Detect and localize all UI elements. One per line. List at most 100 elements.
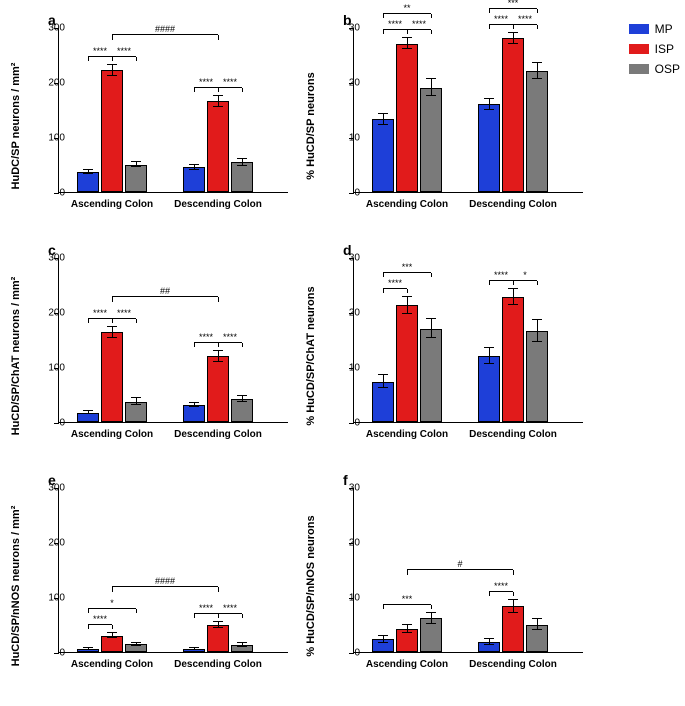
legend-item: ISP [629, 42, 680, 56]
x-group-label: Ascending Colon [71, 429, 153, 440]
y-axis-label: HuCD/SP/nNOS neurons / mm² [10, 574, 22, 586]
y-tick-label: 300 [48, 253, 65, 264]
significance-marker: #### [155, 24, 175, 34]
panel-f: f% HuCD/SP/nNOS neuronsAscending ColonDe… [305, 470, 595, 690]
y-tick-label: 20 [349, 78, 360, 89]
y-tick-label: 10 [349, 593, 360, 604]
significance-marker: **** [199, 603, 213, 613]
significance-marker: **** [93, 614, 107, 624]
panel-e: eHuCD/SP/nNOS neurons / mm²Ascending Col… [10, 470, 300, 690]
y-tick-label: 100 [48, 593, 65, 604]
bar [420, 329, 442, 423]
significance-marker: ** [403, 3, 410, 13]
significance-marker: ## [160, 286, 170, 296]
bar [77, 172, 99, 192]
significance-marker: **** [117, 46, 131, 56]
bar [207, 101, 229, 192]
significance-marker: *** [402, 262, 413, 272]
y-tick-label: 0 [59, 418, 65, 429]
bar [526, 71, 548, 192]
legend-item: OSP [629, 62, 680, 76]
plot-area: Ascending ColonDescending Colon*******# [353, 488, 583, 653]
significance-marker: **** [199, 332, 213, 342]
significance-marker: **** [223, 603, 237, 613]
significance-marker: **** [494, 581, 508, 591]
bar [502, 38, 524, 192]
significance-marker: **** [199, 77, 213, 87]
bar [207, 625, 229, 652]
plot-area: Ascending ColonDescending Colon*********… [353, 258, 583, 423]
y-tick-label: 0 [354, 648, 360, 659]
y-tick-label: 10 [349, 363, 360, 374]
legend-swatch [629, 44, 649, 54]
x-group-label: Ascending Colon [366, 659, 448, 670]
plot-area: Ascending ColonDescending Colon*********… [58, 258, 288, 423]
y-tick-label: 100 [48, 133, 65, 144]
bar [101, 332, 123, 422]
legend-label: OSP [655, 62, 680, 76]
panel-b: b% HuCD/SP neuronsAscending ColonDescend… [305, 10, 595, 230]
panel-d: d% HuCD/SP/ChAT neuronsAscending ColonDe… [305, 240, 595, 460]
x-group-label: Ascending Colon [71, 659, 153, 670]
y-axis-label: % HuCD/SP/ChAT neurons [305, 344, 317, 356]
y-axis-label: HuCD/SP/ChAT neurons / mm² [10, 344, 22, 356]
significance-marker: **** [388, 278, 402, 288]
y-tick-label: 0 [354, 418, 360, 429]
legend-swatch [629, 64, 649, 74]
bar [478, 356, 500, 422]
significance-marker: #### [155, 576, 175, 586]
y-tick-label: 30 [349, 23, 360, 34]
panel-c: cHuCD/SP/ChAT neurons / mm²Ascending Col… [10, 240, 300, 460]
significance-marker: **** [93, 46, 107, 56]
y-tick-label: 10 [349, 133, 360, 144]
legend-label: MP [655, 22, 673, 36]
significance-marker: **** [494, 14, 508, 24]
legend-swatch [629, 24, 649, 34]
bar [420, 88, 442, 193]
significance-marker: **** [518, 14, 532, 24]
bar [207, 356, 229, 422]
significance-marker: **** [117, 308, 131, 318]
bar [372, 119, 394, 192]
panel-letter: f [343, 472, 348, 488]
bar [526, 331, 548, 422]
significance-marker: *** [402, 594, 413, 604]
plot-area: Ascending ColonDescending Colon*********… [58, 488, 288, 653]
x-group-label: Descending Colon [469, 429, 557, 440]
y-axis-label: HuDC/SP neurons / mm² [10, 114, 22, 126]
bar [502, 297, 524, 422]
y-tick-label: 30 [349, 253, 360, 264]
significance-marker: *** [508, 0, 519, 8]
significance-marker: * [110, 598, 114, 608]
panel-a: aHuDC/SP neurons / mm²Ascending ColonDes… [10, 10, 300, 230]
x-group-label: Descending Colon [174, 429, 262, 440]
significance-marker: **** [412, 19, 426, 29]
bar [502, 606, 524, 652]
bar [125, 165, 147, 193]
bar [478, 104, 500, 192]
legend-label: ISP [655, 42, 674, 56]
bar [231, 162, 253, 192]
y-tick-label: 20 [349, 538, 360, 549]
significance-marker: **** [494, 270, 508, 280]
y-tick-label: 300 [48, 483, 65, 494]
significance-marker: * [523, 270, 527, 280]
x-group-label: Ascending Colon [366, 199, 448, 210]
y-tick-label: 0 [59, 188, 65, 199]
x-group-label: Descending Colon [174, 659, 262, 670]
plot-area: Ascending ColonDescending Colon*********… [353, 28, 583, 193]
y-axis-label: % HuCD/SP neurons [305, 114, 317, 126]
y-tick-label: 0 [59, 648, 65, 659]
bar [396, 44, 418, 193]
x-group-label: Descending Colon [469, 199, 557, 210]
x-group-label: Ascending Colon [366, 429, 448, 440]
bar [231, 399, 253, 422]
bar [101, 70, 123, 192]
bar [396, 305, 418, 422]
significance-marker: **** [93, 308, 107, 318]
x-group-label: Ascending Colon [71, 199, 153, 210]
significance-marker: **** [223, 77, 237, 87]
y-tick-label: 300 [48, 23, 65, 34]
y-axis-label: % HuCD/SP/nNOS neurons [305, 574, 317, 586]
plot-area: Ascending ColonDescending Colon*********… [58, 28, 288, 193]
